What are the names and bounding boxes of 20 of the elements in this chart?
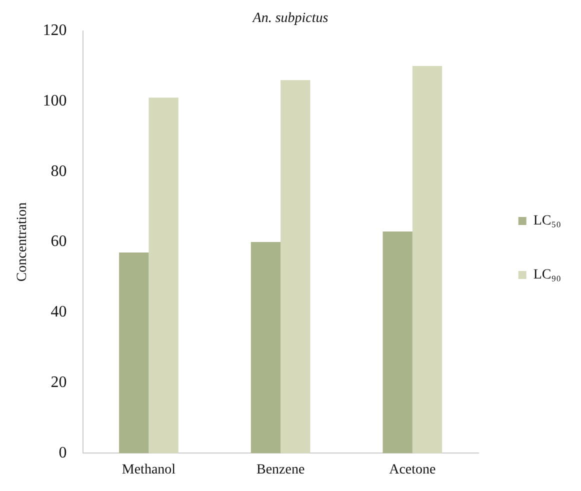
y-tick-label: 0 [58, 444, 67, 462]
x-tick-label: Benzene [256, 462, 305, 478]
y-tick-label: 60 [50, 233, 67, 250]
y-tick-label: 40 [50, 304, 67, 321]
x-tick-label: Methanol [122, 462, 176, 478]
y-axis-title: Concentration [15, 202, 30, 282]
bar [280, 80, 310, 454]
bar [148, 98, 178, 454]
bar [250, 242, 281, 454]
legend-label: LC₉₀ [533, 268, 562, 283]
x-tick-label: Acetone [389, 462, 436, 478]
bar [382, 231, 412, 454]
y-tick-label: 20 [50, 374, 67, 392]
bar [119, 252, 149, 454]
y-tick-label: 100 [42, 92, 67, 110]
chart-title: An. subpictus [252, 11, 329, 26]
bar [412, 66, 442, 454]
y-tick-label: 120 [42, 22, 67, 40]
legend-label: LC₅₀ [533, 214, 562, 229]
y-tick-label: 80 [50, 162, 67, 180]
